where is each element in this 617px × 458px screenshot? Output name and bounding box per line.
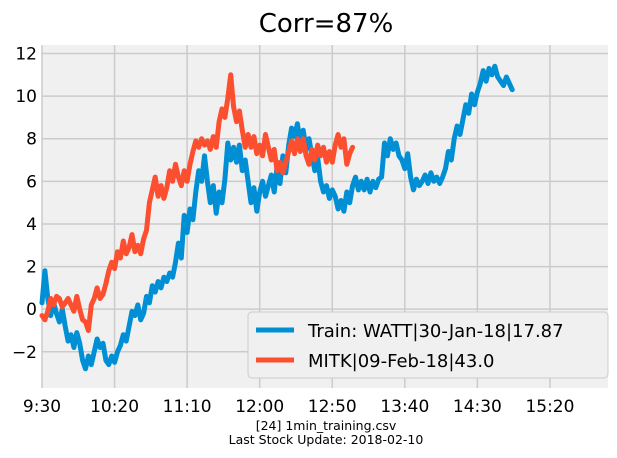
x-tick-label: 10:20 bbox=[90, 397, 139, 417]
legend-label-train: Train: WATT|30-Jan-18|17.87 bbox=[307, 321, 564, 342]
x-tick-label: 13:40 bbox=[380, 397, 429, 417]
footer-last-update: Last Stock Update: 2018-02-10 bbox=[229, 432, 424, 447]
x-axis-tick-labels: 9:30 10:20 11:10 12:00 12:50 13:40 14:30 15:20 bbox=[23, 397, 575, 417]
x-tick-label: 14:30 bbox=[453, 397, 502, 417]
legend: Train: WATT|30-Jan-18|17.87 MITK|09-Feb-… bbox=[247, 311, 609, 379]
y-tick-label: 8 bbox=[26, 130, 37, 150]
x-tick-label: 11:10 bbox=[163, 397, 212, 417]
y-axis-tick-labels: −2 0 2 4 6 8 10 12 bbox=[12, 45, 37, 363]
legend-box bbox=[247, 311, 609, 379]
legend-label-mitk: MITK|09-Feb-18|43.0 bbox=[308, 351, 495, 372]
y-tick-label: 4 bbox=[26, 215, 37, 235]
y-tick-label: 10 bbox=[15, 87, 37, 107]
y-tick-label: 12 bbox=[15, 45, 37, 65]
y-tick-label: 6 bbox=[26, 172, 37, 192]
y-tick-label: 2 bbox=[26, 258, 37, 278]
series-line-mitk bbox=[39, 72, 356, 333]
y-tick-label: 0 bbox=[26, 300, 37, 320]
y-tick-label: −2 bbox=[12, 343, 37, 363]
footer-filename: [24] 1min_training.csv bbox=[256, 418, 397, 433]
series-lines bbox=[39, 63, 515, 372]
x-tick-label: 15:20 bbox=[525, 397, 574, 417]
x-tick-label: 12:00 bbox=[235, 397, 284, 417]
chart-title: Corr=87% bbox=[259, 9, 394, 39]
x-tick-label: 9:30 bbox=[23, 397, 61, 417]
x-tick-label: 12:50 bbox=[308, 397, 357, 417]
